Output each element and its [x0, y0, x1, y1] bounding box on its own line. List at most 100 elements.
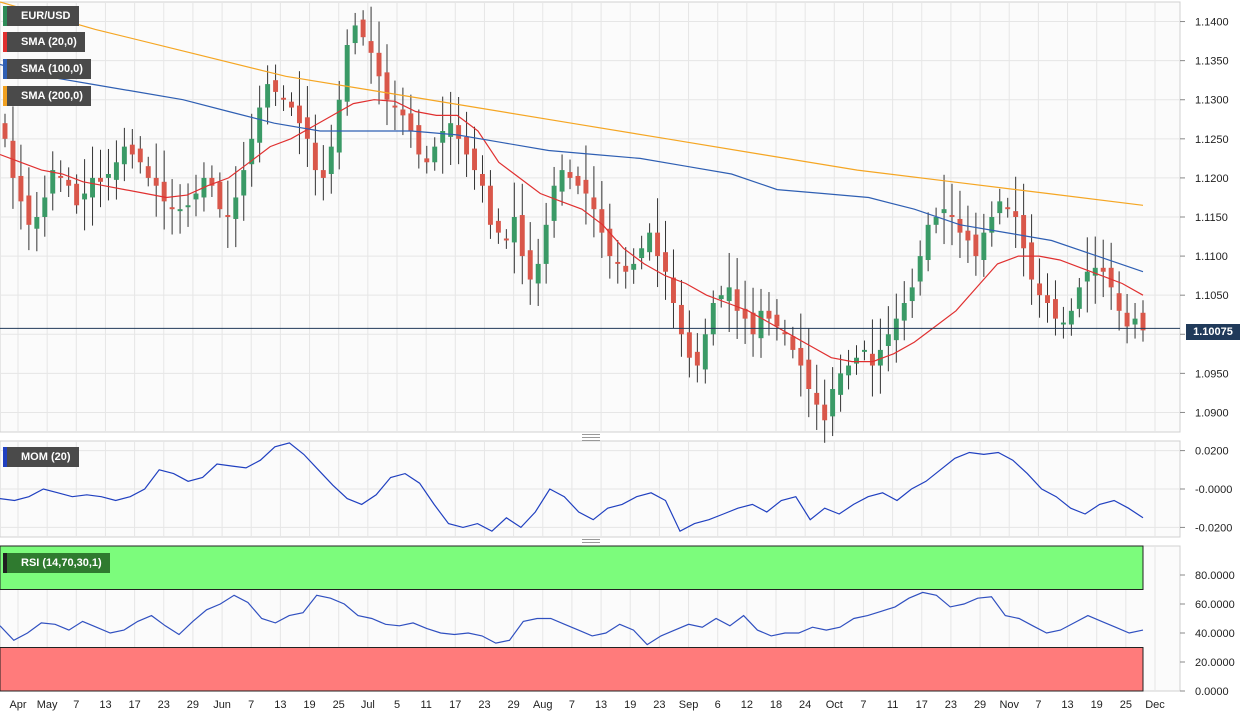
x-tick-label: May: [37, 699, 58, 711]
x-tick-label: 17: [449, 699, 461, 711]
candle-down: [949, 215, 955, 217]
candle-down: [822, 404, 828, 421]
x-tick-label: 23: [158, 699, 170, 711]
candle-up: [352, 25, 358, 44]
x-tick-label: 25: [1120, 699, 1132, 711]
candle-down: [18, 175, 24, 202]
legend-tag-eurusd[interactable]: EUR/USD: [3, 6, 79, 26]
x-tick-label: 19: [624, 699, 636, 711]
candle-up: [989, 217, 995, 233]
y-tick-label: 1.1300: [1195, 95, 1229, 107]
pane-resize-handle-1[interactable]: [582, 434, 600, 441]
legend-tag-sma20[interactable]: SMA (20,0): [3, 32, 85, 52]
candle-up: [559, 170, 565, 192]
x-tick-label: Apr: [9, 699, 26, 711]
candle-down: [360, 19, 366, 38]
legend-tag-sma200[interactable]: SMA (200,0): [3, 86, 91, 106]
momentum-line: [0, 442, 1144, 533]
y-tick-label: 1.0950: [1195, 368, 1229, 380]
candle-up: [981, 232, 987, 260]
candle-down: [424, 158, 430, 163]
x-tick-label: 7: [73, 699, 79, 711]
candle-down: [145, 166, 151, 178]
y-tick-label: 0.0000: [1195, 686, 1229, 698]
x-tick-label: 25: [333, 699, 345, 711]
candle-down: [1029, 242, 1035, 280]
candle-down: [503, 238, 509, 241]
candle-down: [400, 109, 406, 116]
candle-up: [917, 256, 923, 282]
candle-down: [1052, 299, 1058, 319]
legend-tag-rsi[interactable]: RSI (14,70,30,1): [3, 553, 110, 573]
pane-resize-handle-2[interactable]: [582, 539, 600, 546]
candle-down: [575, 175, 581, 186]
candle-down: [623, 265, 629, 272]
candle-down: [1108, 267, 1114, 288]
candle-up: [830, 389, 836, 417]
candle-down: [790, 336, 796, 350]
candle-down: [694, 351, 700, 366]
x-tick-label: Jun: [213, 699, 231, 711]
y-tick-label: 1.1350: [1195, 56, 1229, 68]
candle-down: [296, 105, 302, 124]
x-tick-label: 7: [1035, 699, 1041, 711]
candle-up: [877, 349, 883, 366]
candle-down: [408, 113, 414, 131]
candle-up: [440, 131, 446, 143]
candle-down: [464, 136, 470, 155]
candle-down: [591, 197, 597, 210]
candle-up: [885, 334, 891, 346]
x-tick-label: 7: [860, 699, 866, 711]
candle-up: [854, 357, 859, 364]
candle-up: [121, 146, 127, 165]
legend-tag-momentum[interactable]: MOM (20): [3, 447, 79, 467]
candle-up: [344, 45, 350, 102]
candle-up: [177, 209, 183, 212]
candle-up: [265, 84, 271, 108]
candle-down: [129, 144, 135, 155]
candle-down: [368, 41, 374, 53]
x-tick-label: 29: [187, 699, 199, 711]
y-tick-label: 20.0000: [1195, 657, 1235, 669]
candle-down: [376, 52, 382, 77]
rsi-overbought-zone: [0, 545, 1144, 590]
candle-down: [774, 314, 780, 327]
candle-down: [567, 172, 573, 178]
x-tick-label: 13: [99, 699, 111, 711]
x-tick-label: 29: [507, 699, 519, 711]
rsi-oversold-zone: [0, 647, 1144, 692]
candle-up: [838, 373, 844, 395]
x-tick-label: 13: [595, 699, 607, 711]
candle-down: [734, 289, 740, 311]
candle-down: [766, 310, 772, 319]
candle-down: [472, 148, 477, 171]
candle-down: [480, 174, 485, 186]
x-tick-label: 19: [1091, 699, 1103, 711]
x-tick-label: 12: [741, 699, 753, 711]
candle-down: [1140, 312, 1146, 331]
candle-down: [1124, 312, 1130, 327]
candle-down: [26, 195, 32, 225]
y-tick-label: 1.1050: [1195, 290, 1229, 302]
candle-down: [416, 125, 422, 155]
candle-up: [846, 365, 852, 376]
y-tick-label: 1.1150: [1195, 212, 1228, 224]
legend-tag-sma100[interactable]: SMA (100,0): [3, 59, 91, 79]
x-tick-label: 11: [420, 699, 431, 711]
y-tick-label: 80.0000: [1195, 570, 1235, 582]
candle-down: [663, 252, 668, 272]
candle-down: [225, 215, 231, 217]
candle-up: [639, 248, 645, 259]
candle-up: [631, 263, 637, 270]
candle-down: [312, 142, 318, 171]
candle-down: [1037, 283, 1043, 296]
candle-down: [583, 179, 589, 194]
y-tick-label: 40.0000: [1195, 628, 1235, 640]
candle-up: [511, 217, 517, 243]
candle-up: [1132, 318, 1138, 325]
candle-down: [320, 170, 326, 178]
x-tick-label: 29: [974, 699, 986, 711]
candle-up: [997, 201, 1003, 214]
